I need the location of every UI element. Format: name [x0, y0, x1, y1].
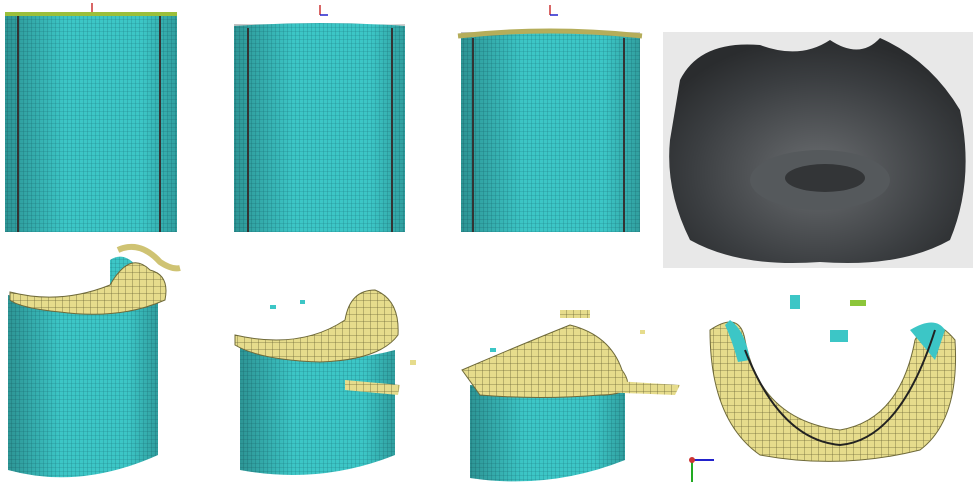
panel-bottom-2: [235, 290, 416, 475]
photo-debris: [663, 32, 973, 268]
panel-top-1: [5, 3, 177, 232]
panel-bottom-4: [689, 295, 956, 482]
panel-bottom-1: [8, 247, 180, 477]
figure: [0, 0, 973, 495]
panel-top-2: [234, 5, 405, 232]
panel-bottom-3: [462, 310, 680, 481]
page: [0, 0, 973, 495]
panel-top-3: [458, 5, 642, 232]
